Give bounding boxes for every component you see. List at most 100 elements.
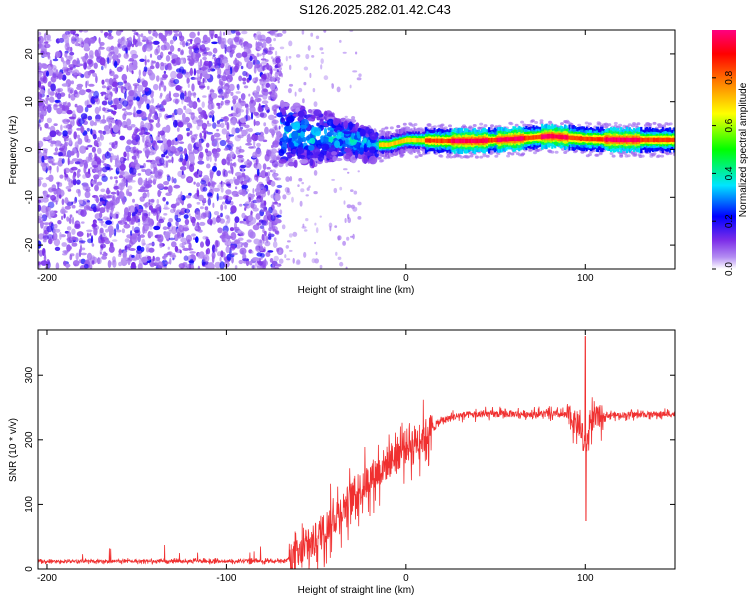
noise-speck: [198, 170, 202, 175]
noise-speck: [225, 88, 231, 95]
band-core: [545, 134, 548, 139]
noise-speck: [98, 46, 105, 50]
noise-speck: [127, 257, 131, 266]
noise-speck: [171, 241, 177, 248]
noise-speck: [121, 73, 128, 82]
band-core: [437, 138, 440, 143]
noise-speck: [246, 107, 250, 111]
noise-speck: [77, 138, 83, 145]
band-core: [426, 138, 429, 143]
noise-speck: [127, 59, 134, 62]
noise-speck: [264, 230, 267, 236]
noise-speck: [163, 143, 168, 151]
noise-speck: [71, 236, 77, 241]
band-halo: [485, 154, 490, 158]
band-halo: [381, 127, 386, 131]
noise-speck: [302, 98, 305, 104]
noise-speck: [124, 124, 129, 129]
noise-speck: [342, 51, 347, 54]
transition-blob: [293, 159, 298, 168]
noise-speck: [148, 177, 152, 182]
noise-speck: [74, 103, 78, 108]
noise-speck: [142, 94, 148, 102]
band-core: [436, 138, 439, 144]
noise-speck: [320, 64, 323, 70]
noise-speck: [239, 203, 243, 207]
noise-speck: [225, 156, 230, 165]
noise-speck: [216, 142, 220, 149]
noise-speck: [235, 91, 241, 94]
noise-speck: [352, 206, 358, 212]
noise-speck: [101, 175, 108, 182]
noise-speck: [243, 46, 249, 50]
noise-speck: [167, 159, 172, 163]
noise-speck: [101, 160, 105, 164]
band-core: [495, 137, 498, 143]
band-core: [502, 137, 505, 142]
band-core: [579, 136, 583, 141]
band-halo: [409, 151, 414, 155]
band-halo: [443, 126, 448, 130]
noise-speck: [202, 56, 208, 61]
noise-speck: [234, 178, 240, 186]
transition-blob: [328, 113, 334, 118]
noise-speck: [159, 241, 163, 249]
noise-speck: [85, 88, 92, 93]
band-core: [531, 135, 534, 140]
noise-speck: [44, 100, 49, 105]
noise-speck: [61, 74, 67, 81]
noise-speck: [46, 70, 49, 77]
noise-speck: [67, 127, 73, 134]
noise-speck: [51, 188, 57, 192]
noise-speck: [206, 120, 210, 124]
noise-speck: [227, 239, 231, 247]
band-core: [532, 135, 535, 140]
noise-speck: [238, 237, 244, 241]
noise-speck: [78, 118, 85, 125]
noise-speck: [144, 59, 147, 66]
band-halo: [506, 154, 511, 158]
noise-speck: [118, 175, 124, 179]
noise-speck: [193, 181, 196, 185]
band-core: [509, 137, 512, 142]
noise-speck: [352, 70, 358, 73]
noise-speck: [207, 261, 215, 269]
noise-speck: [305, 194, 309, 197]
noise-speck: [107, 30, 113, 34]
band-halo: [659, 124, 663, 128]
noise-speck: [113, 176, 118, 180]
noise-speck: [203, 174, 210, 182]
band-core: [512, 137, 515, 141]
noise-speck: [173, 178, 177, 184]
noise-speck: [198, 194, 204, 202]
noise-speck: [70, 93, 76, 101]
noise-speck: [206, 163, 211, 169]
noise-speck: [170, 70, 177, 80]
band-core: [406, 137, 409, 143]
transition-blob: [317, 153, 324, 162]
noise-speck: [347, 171, 350, 174]
noise-speck: [286, 258, 291, 261]
noise-speck: [167, 251, 173, 256]
noise-speck: [254, 63, 257, 69]
band-core: [551, 133, 554, 139]
noise-speck: [116, 66, 123, 73]
noise-speck: [62, 130, 68, 137]
noise-speck: [181, 233, 184, 238]
noise-speck: [91, 146, 96, 153]
noise-speck: [154, 257, 161, 265]
noise-speck: [72, 201, 77, 204]
noise-speck: [188, 263, 192, 269]
noise-speck: [38, 199, 42, 203]
noise-speck: [179, 90, 184, 93]
noise-speck: [276, 69, 279, 73]
noise-speck: [123, 52, 129, 59]
noise-speck: [205, 142, 210, 148]
noise-speck: [296, 54, 301, 58]
noise-speck: [176, 134, 184, 141]
band-halo: [520, 120, 525, 124]
noise-speck: [225, 189, 232, 195]
noise-speck: [248, 127, 253, 133]
noise-speck: [198, 114, 204, 120]
band-core: [544, 134, 547, 139]
